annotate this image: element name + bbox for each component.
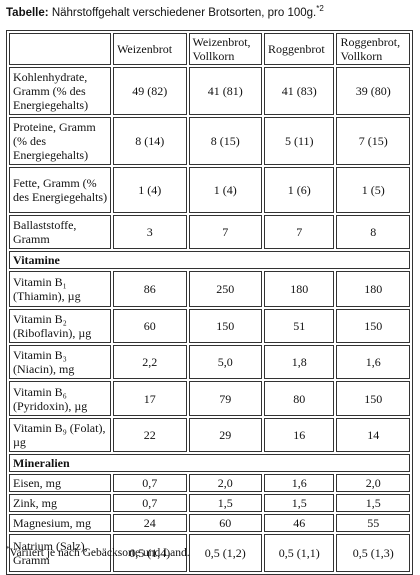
table-row: Eisen, mg 0,7 2,0 1,6 2,0 [9,474,410,492]
value-cell: 16 [264,418,335,452]
row-label: Magnesium, mg [9,514,112,532]
table-row: Vitamine [9,251,410,269]
value-cell: 8 (14) [113,117,187,165]
corner-cell [9,33,112,65]
value-cell: 2,0 [336,474,410,492]
value-cell: 2,0 [188,474,263,492]
column-header: Weizenbrot [113,33,187,65]
value-cell: 0,7 [113,494,187,512]
value-cell: 79 [188,381,263,416]
value-cell: 3 [113,215,187,249]
row-label: Eisen, mg [9,474,112,492]
row-label: Vitamin B₂ (Riboflavin), µg [9,309,112,343]
value-cell: 0,7 [113,474,187,492]
value-cell: 150 [336,309,410,343]
value-cell: 41 (83) [264,67,335,115]
value-cell: 24 [113,514,187,532]
table-row: Proteine, Gramm (% des Energiegehalts) 8 … [9,117,410,165]
row-label: Kohlenhydrate, Gramm (% des Energiegehal… [9,67,112,115]
value-cell: 180 [264,271,335,307]
value-cell: 0,5 (1,2) [188,534,263,572]
row-label: Vitamin B₉ (Folat), µg [9,418,112,452]
table-row: Zink, mg 0,7 1,5 1,5 1,5 [9,494,410,512]
value-cell: 0,5 (1,3) [336,534,410,572]
value-cell: 1,6 [264,474,335,492]
value-cell: 8 [336,215,410,249]
table-row: Kohlenhydrate, Gramm (% des Energiegehal… [9,67,410,115]
value-cell: 1 (6) [264,167,335,213]
section-header: Vitamine [9,251,410,269]
table-row: Natrium (Salz), Gramm 0,5 (1,4) 0,5 (1,2) 0… [9,534,410,572]
column-header: Roggenbrot [264,33,335,65]
caption-text: Nährstoffgehalt verschiedener Brotsorten… [51,6,317,19]
value-cell: 250 [188,271,263,307]
value-cell: 2,2 [113,345,187,379]
value-cell: 29 [188,418,263,452]
table-row: Ballaststoffe, Gramm 3 7 7 8 [9,215,410,249]
value-cell: 7 [188,215,263,249]
column-header: Roggenbrot, Vollkorn [336,33,410,65]
value-cell: 86 [113,271,187,307]
value-cell: 7 [264,215,335,249]
value-cell: 180 [336,271,410,307]
value-cell: 1,5 [264,494,335,512]
value-cell: 1 (4) [188,167,263,213]
row-label: Fette, Gramm (% des Energiegehalts) [9,167,112,213]
table-caption: Tabelle: Nährstoffgehalt verschiedener B… [6,4,324,19]
value-cell: 1 (5) [336,167,410,213]
value-cell: 22 [113,418,187,452]
value-cell: 60 [188,514,263,532]
nutrition-table: Weizenbrot Weizenbrot, Vollkorn Roggenbrot… [6,30,413,575]
caption-note: *2 [316,4,324,13]
value-cell: 41 (81) [188,67,263,115]
value-cell: 49 (82) [113,67,187,115]
value-cell: 150 [336,381,410,416]
row-label: Vitamin B₁ (Thiamin), µg [9,271,112,307]
value-cell: 150 [188,309,263,343]
table-body: Weizenbrot Weizenbrot, Vollkorn Roggenbrot… [9,33,410,572]
table-row: Magnesium, mg 24 60 46 55 [9,514,410,532]
caption-label: Tabelle: [6,6,49,19]
row-label: Ballaststoffe, Gramm [9,215,112,249]
value-cell: 14 [336,418,410,452]
table-row: Vitamin B₃ (Niacin), mg 2,2 5,0 1,8 1,6 [9,345,410,379]
table-row: Vitamin B₉ (Folat), µg 22 29 16 14 [9,418,410,452]
table-row: Vitamin B₆ (Pyridoxin), µg 17 79 80 150 [9,381,410,416]
table-row: Fette, Gramm (% des Energiegehalts) 1 (4)… [9,167,410,213]
value-cell: 17 [113,381,187,416]
row-label: Vitamin B₆ (Pyridoxin), µg [9,381,112,416]
value-cell: 1,5 [188,494,263,512]
value-cell: 60 [113,309,187,343]
value-cell: 51 [264,309,335,343]
value-cell: 0,5 (1,1) [264,534,335,572]
footnote-mark: * [6,545,10,553]
value-cell: 5 (11) [264,117,335,165]
value-cell: 1 (4) [113,167,187,213]
value-cell: 1,5 [336,494,410,512]
value-cell: 1,6 [336,345,410,379]
header-row: Weizenbrot Weizenbrot, Vollkorn Roggenbrot… [9,33,410,65]
value-cell: 7 (15) [336,117,410,165]
section-header: Mineralien [9,454,410,472]
value-cell: 8 (15) [188,117,263,165]
value-cell: 46 [264,514,335,532]
footnote: *Variiert je nach Gebäcksorte und Land. [6,545,190,559]
value-cell: 80 [264,381,335,416]
value-cell: 1,8 [264,345,335,379]
row-label: Zink, mg [9,494,112,512]
table-row: Vitamin B₂ (Riboflavin), µg 60 150 51 150 [9,309,410,343]
table-row: Vitamin B₁ (Thiamin), µg 86 250 180 180 [9,271,410,307]
row-label: Vitamin B₃ (Niacin), mg [9,345,112,379]
row-label: Proteine, Gramm (% des Energiegehalts) [9,117,112,165]
value-cell: 39 (80) [336,67,410,115]
column-header: Weizenbrot, Vollkorn [188,33,263,65]
page: Tabelle: Nährstoffgehalt verschiedener B… [6,4,413,575]
table-row: Mineralien [9,454,410,472]
value-cell: 5,0 [188,345,263,379]
value-cell: 55 [336,514,410,532]
footnote-text: Variiert je nach Gebäcksorte und Land. [9,546,190,559]
